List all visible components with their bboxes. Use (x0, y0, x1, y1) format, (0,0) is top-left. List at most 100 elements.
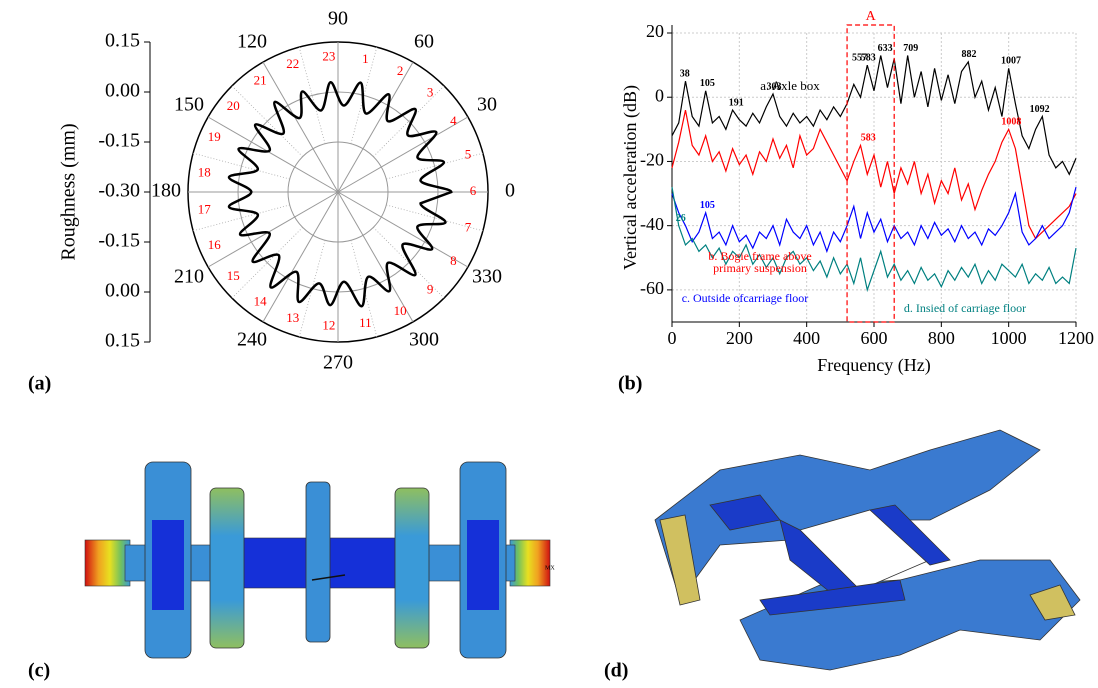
angle-tick-label: 270 (323, 352, 353, 374)
peak-label: 557 (852, 52, 867, 63)
series-label: c. Outside ofcarriage floor (681, 292, 809, 305)
radial-tick-label: 0.15 (105, 330, 140, 352)
grid-spoke (337, 191, 414, 323)
series-line (671, 187, 1077, 293)
y-tick-label: -40 (640, 214, 664, 234)
angle-tick-label: 0 (505, 180, 515, 202)
angle-tick-label: 330 (472, 266, 502, 288)
peak-label: 38 (680, 68, 690, 79)
peak-label: 1092 (1030, 104, 1050, 115)
x-tick-label: 800 (928, 328, 955, 348)
grid-spoke (337, 61, 414, 193)
radial-tick-label: -0.30 (98, 180, 140, 202)
peak-label: 583 (861, 52, 876, 63)
highlight-label: A (866, 9, 877, 24)
peak-number: 23 (322, 48, 335, 63)
panel-label: (c) (28, 660, 50, 682)
angle-tick-label: 60 (414, 31, 434, 53)
peak-number: 3 (427, 84, 434, 99)
series-label: d. Insied of carriage floor (903, 302, 1027, 315)
series-label: a. Axle box (760, 80, 820, 93)
y-axis-title: Roughness (mm) (58, 123, 80, 260)
x-tick-label: 1200 (1058, 328, 1094, 348)
peak-number: 11 (359, 315, 372, 330)
peak-number: 15 (227, 268, 240, 283)
grid-spoke (262, 191, 339, 323)
grid-spoke (207, 191, 339, 268)
highlight-box (846, 24, 895, 323)
peak-label: 1008 (1001, 117, 1021, 128)
peak-number: 5 (465, 146, 472, 161)
wheelset-image (84, 461, 551, 659)
panel-label: (d) (604, 660, 628, 682)
peak-number: 7 (465, 220, 472, 235)
peak-number: 2 (397, 63, 404, 78)
peak-number: 13 (286, 310, 299, 325)
peak-number: 22 (286, 56, 299, 71)
peak-number: 19 (208, 129, 221, 144)
peak-label: 105 (700, 78, 715, 89)
grid-spoke (262, 61, 339, 193)
panel-label: (b) (618, 373, 642, 395)
peak-number: 9 (427, 282, 434, 297)
series-line (671, 109, 1077, 240)
x-tick-label: 600 (861, 328, 888, 348)
radial-tick-label: -0.15 (98, 130, 140, 152)
peak-label: 191 (729, 97, 744, 108)
grid-spoke (337, 191, 469, 268)
series-label: b. Bogie frame above primary suspension (708, 250, 812, 275)
roughness-curve (227, 80, 453, 308)
series-label-box: a. Axle box (760, 80, 820, 93)
peak-number: 21 (254, 73, 267, 88)
y-tick-label: -60 (640, 278, 664, 298)
y-tick-label: 20 (646, 21, 664, 41)
angle-tick-label: 240 (237, 329, 267, 351)
series-label-box: c. Outside ofcarriage floor (681, 292, 809, 305)
grid-spoke (207, 116, 339, 193)
peak-number: 16 (208, 237, 222, 252)
series-line (671, 55, 1077, 176)
peak-number: 14 (254, 293, 268, 308)
peak-number: 20 (227, 98, 240, 113)
series-line (671, 186, 1077, 254)
peak-number: 12 (322, 318, 335, 333)
peak-label: 882 (961, 49, 976, 60)
angle-tick-label: 210 (174, 266, 204, 288)
grid-spoke (337, 116, 469, 193)
x-axis-title: Frequency (Hz) (817, 355, 930, 376)
peak-label: 633 (878, 43, 893, 54)
series-label-box: d. Insied of carriage floor (903, 302, 1027, 315)
peak-label: 105 (700, 200, 715, 211)
peak-number: 17 (198, 201, 212, 216)
radial-tick-label: 0.00 (105, 80, 140, 102)
peak-label: 583 (861, 133, 876, 144)
radial-tick-label: 0.00 (105, 280, 140, 302)
peak-label: 1007 (1001, 56, 1021, 67)
peak-label: 26 (676, 213, 686, 224)
peak-number: 8 (450, 253, 457, 268)
series-label-box: b. Bogie frame above primary suspension (708, 250, 812, 275)
y-axis-title: Vertical acceleration (dB) (620, 85, 641, 270)
x-tick-label: 0 (668, 328, 677, 348)
peak-number: 1 (362, 51, 369, 66)
peak-number: 4 (450, 113, 457, 128)
peak-label: 709 (903, 43, 918, 54)
x-tick-label: 1000 (991, 328, 1027, 348)
panel-label: (a) (28, 373, 51, 395)
angle-tick-label: 150 (174, 94, 204, 116)
peak-number: 6 (470, 183, 477, 198)
x-tick-label: 400 (793, 328, 820, 348)
peak-label: 303 (767, 81, 782, 92)
angle-tick-label: 90 (328, 8, 348, 30)
angle-tick-label: 30 (477, 94, 497, 116)
y-tick-label: 0 (655, 85, 664, 105)
peak-number: 18 (198, 165, 211, 180)
fea-label: MX (545, 565, 555, 571)
bogie-frame-image (654, 429, 1081, 671)
y-tick-label: -20 (640, 150, 664, 170)
peak-number: 10 (394, 303, 407, 318)
angle-tick-label: 120 (237, 31, 267, 53)
angle-tick-label: 180 (151, 180, 181, 202)
radial-tick-label: -0.15 (98, 230, 140, 252)
